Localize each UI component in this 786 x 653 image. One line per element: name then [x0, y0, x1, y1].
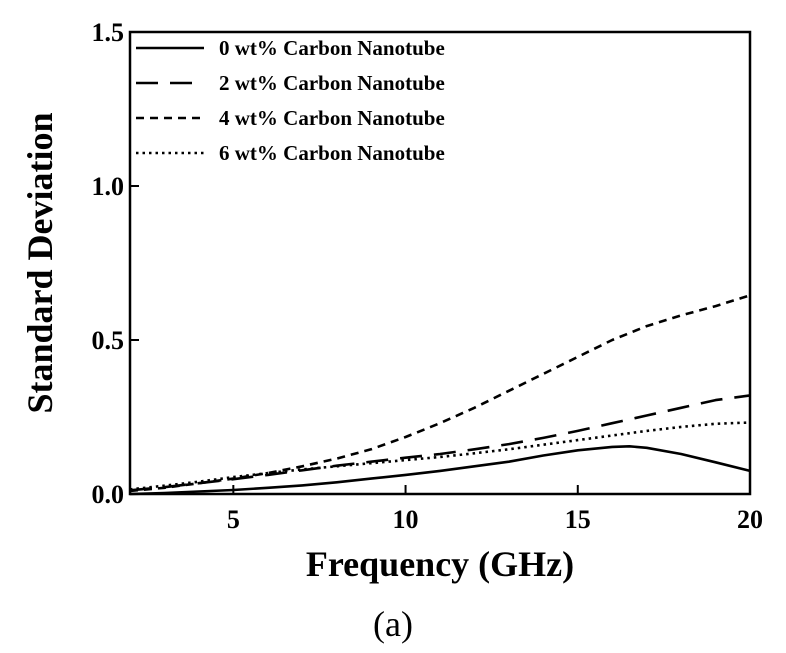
x-tick-label: 10 [393, 505, 419, 534]
legend: 0 wt% Carbon Nanotube 2 wt% Carbon Nanotu… [136, 36, 445, 165]
x-tick-label: 15 [565, 505, 591, 534]
plot-frame [128, 30, 752, 496]
panel-label: (a) [373, 604, 413, 644]
series-line-0 [129, 444, 751, 496]
x-tick-label: 20 [737, 505, 763, 534]
legend-label-3: 6 wt% Carbon Nanotube [219, 141, 445, 165]
y-tick-label: 1.0 [92, 172, 125, 201]
axis-layer: 5 10 15 20 0.0 0.5 1.0 1.5 [92, 18, 764, 534]
y-tick-label: 1.5 [92, 18, 125, 47]
series-layer [129, 294, 751, 496]
legend-label-0: 0 wt% Carbon Nanotube [219, 36, 445, 60]
series-line-3 [129, 421, 751, 491]
legend-label-2: 4 wt% Carbon Nanotube [219, 106, 445, 130]
y-axis-label: Standard Deviation [20, 112, 60, 413]
legend-label-1: 2 wt% Carbon Nanotube [219, 71, 445, 95]
series-line-2 [129, 294, 751, 493]
x-tick-label: 5 [227, 505, 240, 534]
y-tick-label: 0.0 [92, 480, 125, 509]
series-line-1 [129, 394, 751, 492]
x-axis-label: Frequency (GHz) [306, 544, 574, 584]
y-tick-label: 0.5 [92, 326, 125, 355]
